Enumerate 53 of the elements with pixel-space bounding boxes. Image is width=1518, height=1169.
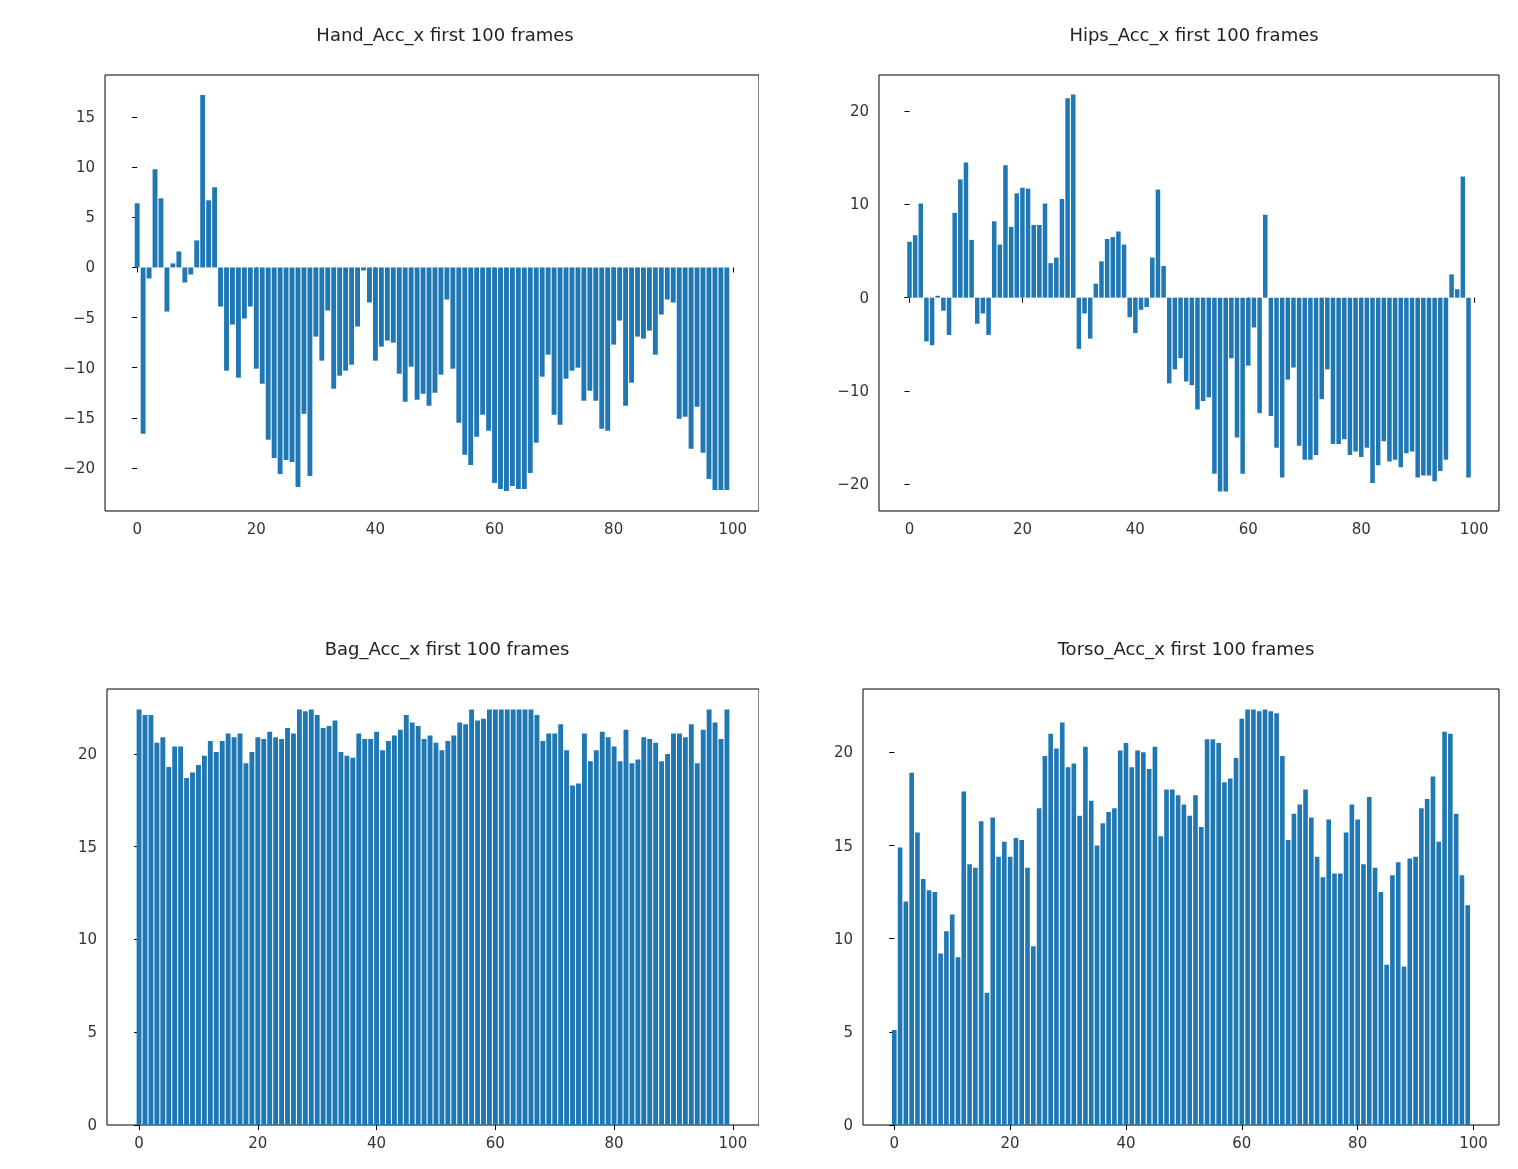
x-tick-label: 20: [246, 519, 266, 538]
bar: [1466, 297, 1471, 478]
x-tick-label: 20: [248, 1133, 268, 1152]
x-tick-label: 40: [367, 1133, 387, 1152]
y-tick-label: 5: [843, 1022, 853, 1041]
y-tick-label: 0: [87, 1116, 97, 1134]
x-tick-label: 100: [1459, 519, 1489, 538]
x-tick-label: 60: [1232, 1133, 1252, 1152]
x-tick-label: 0: [889, 1133, 900, 1152]
x-tick-label: 20: [1000, 1133, 1020, 1152]
y-tick-label: 20: [849, 102, 869, 121]
x-tick-label: 40: [1125, 519, 1145, 538]
x-tick-label: 40: [1116, 1133, 1136, 1152]
x-tick-label: 60: [484, 519, 505, 538]
x-tick-label: 100: [718, 1133, 748, 1152]
y-tick-label: 10: [849, 195, 869, 214]
chart-title: Hand_Acc_x first 100 frames: [316, 23, 574, 46]
chart-title: Bag_Acc_x first 100 frames: [324, 637, 570, 660]
y-tick-label: 10: [75, 158, 95, 177]
y-tick-label: −20: [63, 458, 95, 477]
y-tick-label: 5: [85, 208, 95, 227]
x-tick-label: 80: [604, 1133, 624, 1152]
x-tick-label: 80: [1351, 519, 1371, 538]
y-tick-label: 15: [833, 836, 853, 855]
y-tick-label: 15: [75, 108, 95, 127]
y-tick-label: 10: [833, 929, 853, 948]
y-tick-label: 0: [843, 1116, 853, 1134]
y-tick-label: 15: [77, 837, 97, 856]
x-tick-label: 100: [1459, 1133, 1488, 1152]
x-tick-label: 0: [904, 519, 915, 538]
x-tick-label: 60: [1238, 519, 1258, 538]
y-tick-label: −5: [72, 308, 95, 327]
y-tick-label: −10: [837, 381, 869, 400]
x-tick-label: 80: [1348, 1133, 1368, 1152]
x-tick-label: 100: [718, 519, 748, 538]
y-tick-label: −10: [63, 358, 95, 377]
x-tick-label: 60: [485, 1133, 505, 1152]
x-tick-label: 40: [365, 519, 385, 538]
y-tick-label: 0: [85, 258, 95, 277]
y-tick-label: −20: [837, 474, 869, 493]
bar: [134, 203, 140, 268]
y-tick-label: 10: [77, 930, 97, 949]
x-tick-label: 80: [604, 519, 624, 538]
x-tick-label: 0: [134, 1133, 144, 1152]
x-tick-label: 0: [132, 519, 142, 538]
y-tick-label: 0: [859, 288, 869, 307]
y-tick-label: 20: [77, 744, 97, 763]
y-tick-label: −15: [63, 408, 95, 427]
y-tick-label: 5: [87, 1023, 97, 1042]
chart-title: Hips_Acc_x first 100 frames: [1069, 23, 1319, 46]
x-tick-label: 20: [1012, 519, 1032, 538]
chart-title: Torso_Acc_x first 100 frames: [1056, 637, 1315, 660]
y-tick-label: 20: [833, 743, 853, 762]
